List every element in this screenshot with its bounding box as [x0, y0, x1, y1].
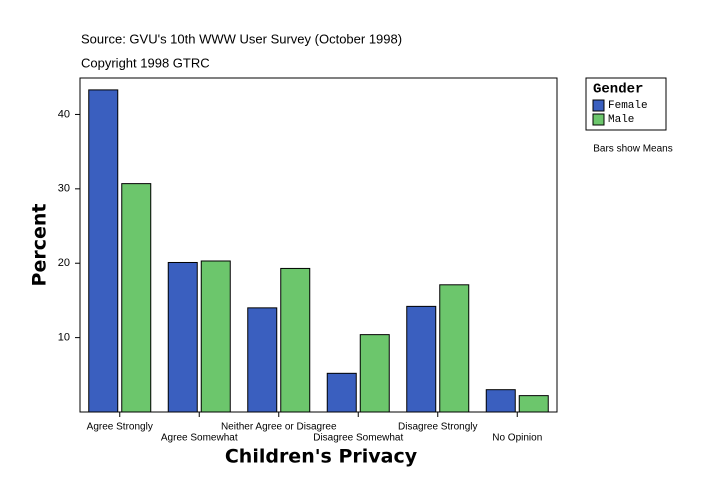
plot-frame [79, 77, 558, 413]
x-axis-title: Children's Privacy [225, 446, 418, 468]
legend-label: Female [608, 100, 648, 112]
bar [167, 261, 198, 413]
bar [326, 372, 357, 413]
y-tick-label: 20 [58, 257, 70, 269]
bar [485, 389, 516, 413]
x-tick-label: Agree Strongly [87, 422, 153, 433]
x-tick-label: Agree Somewhat [161, 433, 238, 444]
legend-swatch [592, 113, 605, 126]
y-tick-label: 30 [58, 183, 70, 195]
bar [200, 260, 231, 413]
legend-title: Gender [593, 82, 643, 98]
y-tick-label: 10 [58, 332, 70, 344]
legend-label: Male [608, 114, 634, 126]
bar [406, 305, 437, 413]
x-tick-label: Neither Agree or Disagree [221, 422, 337, 433]
y-tick-label: 40 [58, 108, 70, 120]
bar [88, 89, 119, 413]
x-tick-label: Disagree Somewhat [313, 433, 403, 444]
legend-swatch [592, 99, 605, 112]
x-tick-label: No Opinion [492, 433, 542, 444]
y-axis-title: Percent [29, 204, 51, 287]
bar [247, 307, 278, 413]
bar [121, 183, 152, 413]
note: Bars show Means [593, 144, 672, 155]
x-tick-label: Disagree Strongly [398, 422, 477, 433]
bar [439, 284, 470, 413]
bar [518, 395, 549, 413]
copyright: Copyright 1998 GTRC [81, 55, 210, 70]
subtitle: Source: GVU's 10th WWW User Survey (Octo… [81, 31, 402, 46]
bar [280, 267, 311, 413]
bar [359, 334, 390, 413]
